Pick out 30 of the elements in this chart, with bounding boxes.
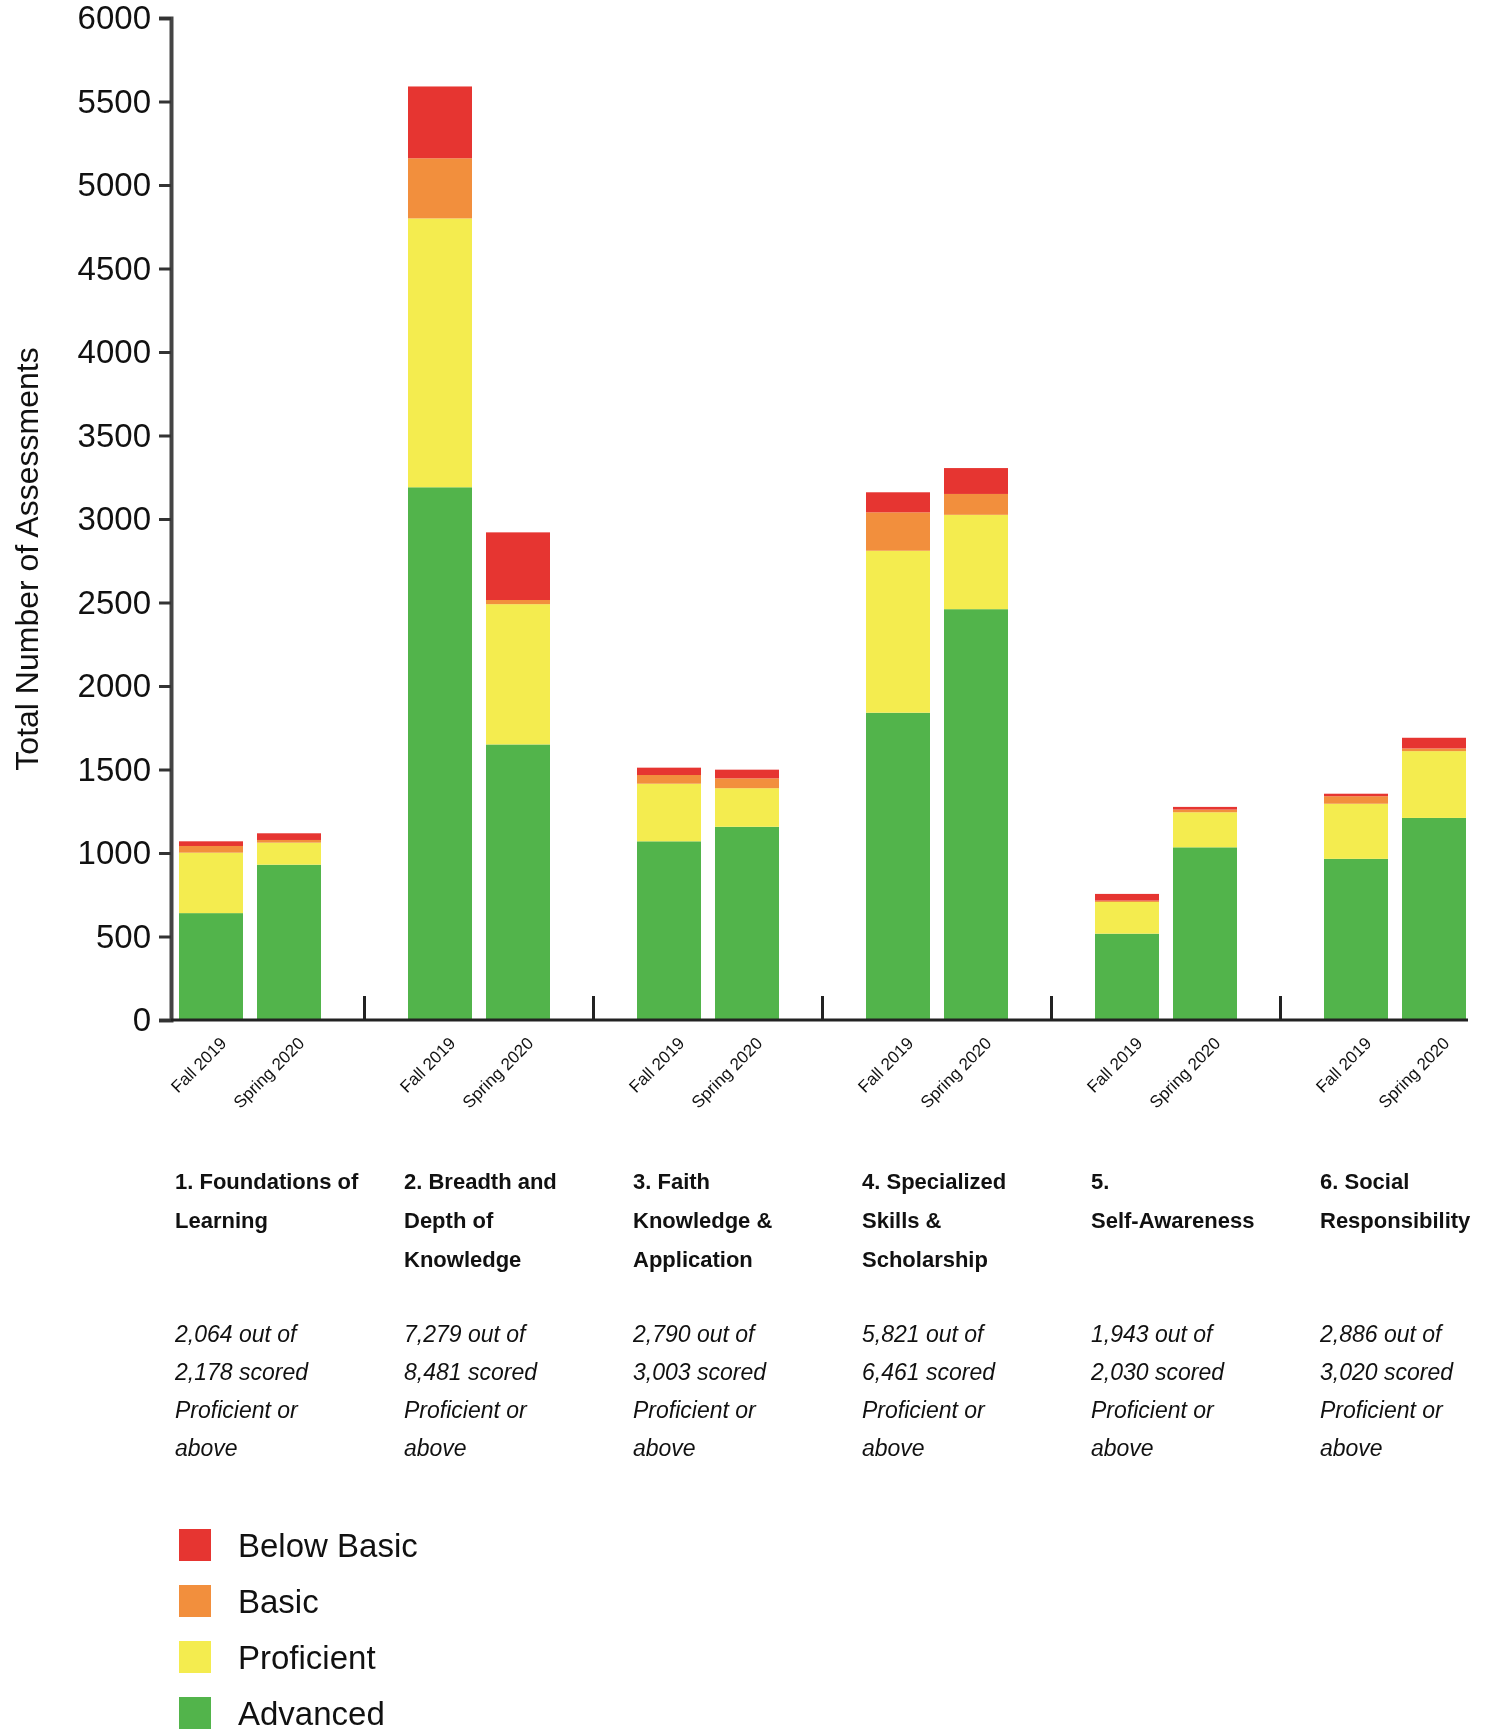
y-tick-label: 3000 [77,500,151,538]
text: 2,790 out of 3,003 scored Proficient or above [632,1321,768,1461]
y-tick-label: 1500 [77,750,151,788]
text: 2. Breadth and Depth of Knowledge [404,1169,557,1272]
legend-label: Below Basic [238,1526,418,1564]
y-tick-label: 3500 [77,416,151,454]
y-axis-title: Total Number of Assessments [9,347,45,771]
text: 7,279 out of 8,481 scored Proficient or above [404,1321,539,1461]
y-tick-label: 5000 [77,166,151,204]
y-tick-label: 5500 [77,82,151,120]
y-tick-label: 2000 [77,667,151,705]
text: 6. Social Responsibility [1320,1169,1472,1233]
text: 2,886 out of 3,020 scored Proficient or above [1319,1321,1455,1461]
y-tick-label: 500 [95,917,151,955]
text: 2,064 out of 2,178 scored Proficient or above [174,1321,310,1461]
y-tick-label: 6000 [77,0,151,37]
text: 1,943 out of 2,030 scored Proficient or above [1090,1321,1226,1461]
y-tick-label: 4000 [77,333,151,371]
text: 5,821 out of 6,461 scored Proficient or above [862,1321,997,1461]
legend-label: Basic [238,1582,319,1620]
y-tick-label: 0 [132,1001,151,1039]
text: 1. Foundations of Learning [175,1169,359,1233]
legend-label: Advanced [238,1694,385,1731]
y-tick-label: 2500 [77,583,151,621]
text: 4. Specialized Skills & Scholarship [862,1169,1007,1272]
legend-label: Proficient [238,1638,376,1676]
y-tick-label: 4500 [77,249,151,287]
y-tick-label: 1000 [77,834,151,872]
text: 3. Faith Knowledge & Application [633,1169,773,1272]
text: 5. Self-Awareness [1091,1169,1255,1233]
